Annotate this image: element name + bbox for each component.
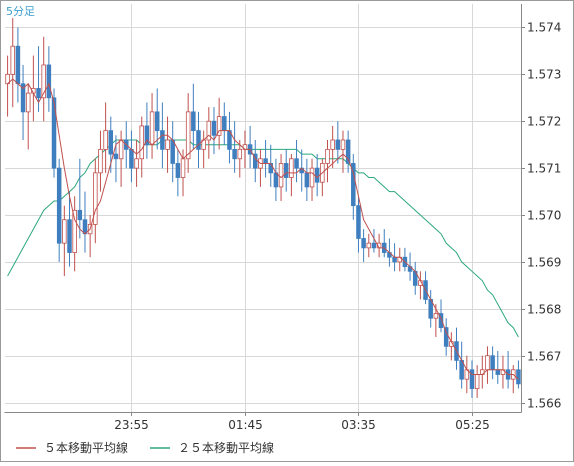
candle-down [392, 256, 397, 263]
candle-down [469, 369, 475, 389]
candle-down [46, 64, 52, 99]
legend-ma25-label: ２５本移動平均線 [178, 440, 274, 455]
candle-down [356, 205, 361, 239]
candle-up [149, 111, 155, 146]
candle-down [77, 209, 83, 221]
candle-down [175, 163, 181, 178]
candle-up [278, 163, 284, 188]
candle-up [118, 139, 124, 160]
legend: ５本移動平均線 ２５本移動平均線 [16, 440, 274, 455]
legend-ma5-label: ５本移動平均線 [44, 440, 128, 455]
candle-up [185, 111, 191, 160]
candle-down [154, 111, 160, 132]
candle-down [67, 219, 72, 253]
candle-up [433, 313, 439, 319]
candle-down [438, 313, 444, 328]
candle-down [15, 45, 21, 85]
candle-up [180, 158, 186, 178]
candle-down [314, 167, 320, 183]
candle-down [361, 238, 366, 249]
candle-up [165, 139, 170, 150]
candle-down [108, 130, 114, 155]
candle-up [325, 148, 330, 164]
candle-up [41, 64, 46, 99]
candle-down [516, 369, 521, 385]
candle-down [191, 111, 196, 132]
y-tick-label: 1.566 [527, 397, 561, 411]
candle-down [129, 148, 134, 169]
candle-up [216, 116, 222, 136]
candle-up [366, 242, 372, 249]
candle-down [170, 139, 175, 164]
x-tick-label: 05:25 [455, 418, 490, 432]
candle-down [82, 219, 88, 235]
timeframe-label: 5分足 [6, 5, 35, 18]
candle-down [56, 167, 62, 244]
candle-up [98, 148, 103, 174]
candle-up [340, 139, 346, 150]
y-tick-label: 1.569 [527, 256, 561, 270]
candle-down [335, 139, 341, 150]
candle-up [134, 158, 139, 169]
candle-up [72, 209, 77, 253]
candle-up [330, 139, 335, 150]
candle-down [283, 163, 289, 178]
y-tick-label: 1.572 [527, 115, 561, 129]
y-tick-label: 1.571 [527, 162, 561, 176]
candle-down [211, 120, 217, 136]
candle-up [139, 125, 144, 160]
candle-down [196, 130, 201, 150]
candle-down [304, 172, 310, 188]
candle-down [51, 97, 57, 169]
candle-up [25, 92, 31, 113]
candle-up [485, 355, 490, 371]
candle-up [289, 158, 294, 178]
candle-down [222, 116, 227, 132]
candle-down [113, 153, 119, 160]
candle-down [490, 355, 495, 371]
x-tick-label: 03:35 [341, 418, 376, 432]
y-tick-labels: 1.574 1.573 1.572 1.571 1.570 1.569 1.568 1.567… [521, 21, 561, 411]
candle-up [5, 73, 10, 85]
x-tick-labels: 23:55 01:45 03:35 05:25 [114, 412, 490, 432]
candle-down [495, 369, 501, 375]
grid [5, 4, 521, 412]
candle-down [263, 158, 268, 164]
candle-down [273, 172, 279, 188]
candle-down [36, 88, 41, 99]
candle-down [294, 158, 299, 169]
candle-up [93, 172, 98, 225]
candle-down [345, 139, 351, 164]
candle-down [371, 242, 377, 249]
candle-down [443, 327, 449, 347]
x-tick-label: 01:45 [228, 418, 263, 432]
candle-up [474, 374, 480, 389]
y-tick-label: 1.573 [527, 68, 561, 82]
candle-down [351, 163, 356, 207]
candle-up [309, 167, 315, 188]
candle-up [103, 130, 108, 150]
y-tick-label: 1.570 [527, 209, 561, 223]
ma5-line [7, 78, 519, 380]
y-tick-label: 1.567 [527, 350, 561, 364]
ma25-line-group [7, 139, 519, 338]
candle-down [20, 83, 26, 113]
y-tick-label: 1.574 [527, 21, 561, 35]
ma25-line [7, 139, 519, 338]
candle-down [232, 148, 237, 160]
candle-up [62, 219, 67, 244]
ma5-line-group [7, 78, 519, 380]
candle-up [237, 148, 243, 160]
candle-up [206, 120, 212, 141]
candle-down [160, 130, 165, 150]
candle-down [144, 125, 150, 146]
candle-up [10, 45, 15, 75]
x-tick-label: 23:55 [114, 418, 149, 432]
y-tick-label: 1.568 [527, 303, 561, 317]
